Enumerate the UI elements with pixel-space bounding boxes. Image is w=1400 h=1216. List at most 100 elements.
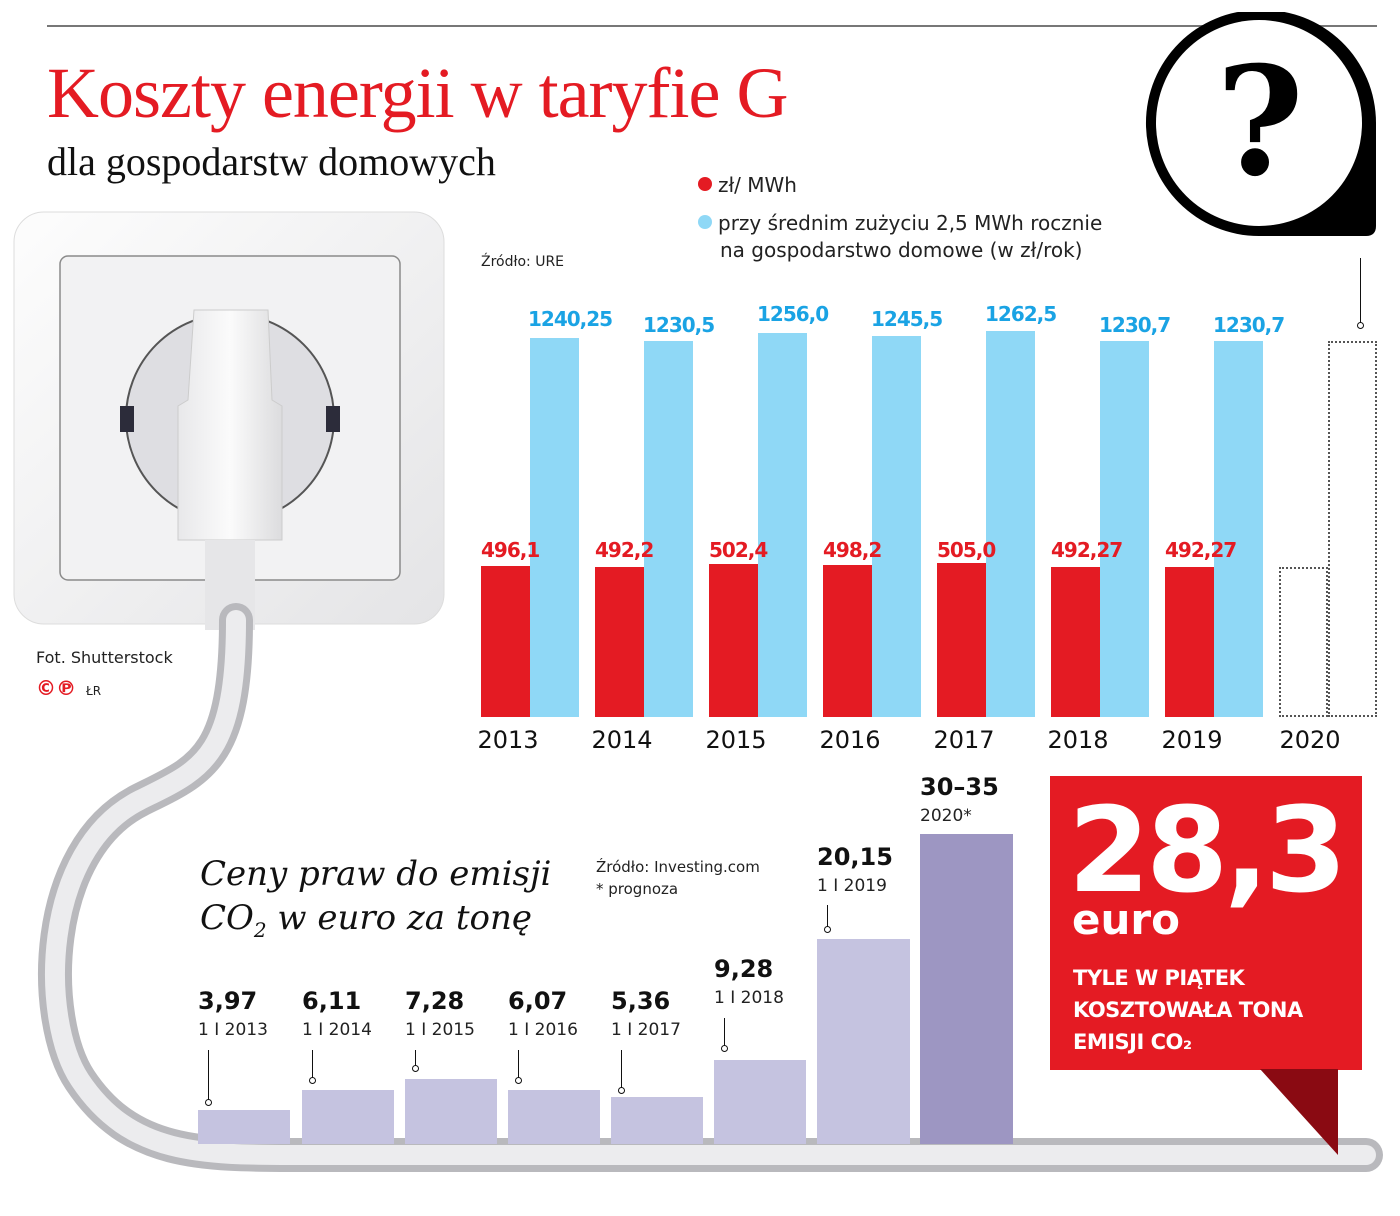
bar-blue-2017	[986, 331, 1035, 717]
page-subtitle: dla gospodarstw domowych	[47, 139, 496, 184]
top-rule	[47, 25, 1377, 27]
label-red-2019: 492,27	[1165, 538, 1237, 562]
co2-value-2013: 3,97	[198, 987, 258, 1015]
co2-value-2015: 7,28	[405, 987, 465, 1015]
co2-bar-2018	[714, 1060, 806, 1144]
callout-line1: TYLE W PIĄTEK	[1073, 966, 1245, 990]
co2-value-2014: 6,11	[302, 987, 362, 1015]
co2-pin-2018	[721, 1018, 728, 1052]
co2-pin-2013	[205, 1050, 212, 1106]
legend-item-blue: przy średnim zużyciu 2,5 MWh rocznie na …	[698, 210, 1102, 264]
label-red-2013: 496,1	[481, 538, 540, 562]
bar-blue-2020-placeholder	[1328, 341, 1377, 717]
question-pointer-line	[1360, 258, 1361, 324]
callout-unit: euro	[1072, 895, 1180, 944]
co2-value-2017: 5,36	[611, 987, 671, 1015]
label-blue-2015: 1256,0	[757, 302, 829, 326]
co2-bar-2013	[198, 1110, 290, 1144]
price-callout	[1050, 776, 1362, 1070]
co2-value-2018: 9,28	[714, 955, 774, 983]
question-pointer-dot	[1357, 322, 1364, 329]
label-blue-2019: 1230,7	[1213, 313, 1285, 337]
legend-label-blue-2: na gospodarstwo domowe (w zł/rok)	[720, 238, 1083, 262]
bar-blue-2013	[530, 338, 579, 717]
year-2019: 2019	[1161, 726, 1223, 754]
photo-credit: Fot. Shutterstock	[36, 648, 173, 667]
callout-pointer	[1260, 1069, 1338, 1155]
bar-blue-2016	[872, 336, 921, 717]
co2-bar-2015	[405, 1079, 497, 1144]
co2-date-2019: 1 I 2019	[817, 876, 887, 896]
bar-blue-2015	[758, 333, 807, 717]
legend-swatch-red	[698, 177, 712, 191]
year-2013: 2013	[477, 726, 539, 754]
copyright-marks: ©℗	[36, 676, 76, 700]
bar-red-2015	[709, 564, 758, 717]
co2-chart-title: Ceny praw do emisji CO2 w euro za tonę	[200, 852, 551, 952]
co2-pin-2016	[515, 1050, 522, 1084]
bar-red-2017	[937, 563, 986, 717]
co2-value-2019: 20,15	[817, 843, 893, 871]
co2-title-sub: 2	[253, 917, 267, 942]
label-red-2016: 498,2	[823, 538, 882, 562]
co2-date-2015: 1 I 2015	[405, 1020, 475, 1040]
bar-red-2018	[1051, 567, 1100, 717]
co2-date-2016: 1 I 2016	[508, 1020, 578, 1040]
co2-title-co: CO	[200, 898, 254, 938]
co2-bar-2017	[611, 1097, 703, 1144]
bar-red-2013	[481, 566, 530, 717]
socket-photo	[12, 210, 448, 630]
callout-description: TYLE W PIĄTEK KOSZTOWAŁA TONA EMISJI CO₂	[1073, 962, 1303, 1058]
year-2014: 2014	[591, 726, 653, 754]
legend-label-red: zł/ MWh	[718, 173, 797, 197]
year-2016: 2016	[819, 726, 881, 754]
co2-bar-2016	[508, 1090, 600, 1144]
label-red-2015: 502,4	[709, 538, 768, 562]
power-cord	[38, 603, 1383, 1172]
author-initials: ŁR	[86, 684, 102, 698]
co2-value-2016: 6,07	[508, 987, 568, 1015]
label-blue-2013: 1240,25	[528, 307, 613, 331]
question-mark: ?	[1216, 34, 1304, 210]
co2-date-2014: 1 I 2014	[302, 1020, 372, 1040]
co2-pin-2019	[824, 905, 831, 933]
bar-blue-2014	[644, 341, 693, 717]
label-blue-2017: 1262,5	[985, 302, 1057, 326]
legend-swatch-blue	[698, 215, 712, 229]
bar-red-2019	[1165, 567, 1214, 717]
co2-date-2017: 1 I 2017	[611, 1020, 681, 1040]
bar-red-2020-placeholder	[1279, 567, 1328, 717]
co2-date-2013: 1 I 2013	[198, 1020, 268, 1040]
callout-line2: KOSZTOWAŁA TONA	[1073, 998, 1303, 1022]
co2-title-rest: w euro za tonę	[266, 898, 533, 938]
page-title: Koszty energii w taryfie G	[47, 53, 788, 133]
label-red-2014: 492,2	[595, 538, 654, 562]
bar-red-2014	[595, 567, 644, 717]
co2-bar-2014	[302, 1090, 394, 1144]
label-red-2018: 492,27	[1051, 538, 1123, 562]
co2-pin-2015	[412, 1050, 419, 1072]
co2-date-2020: 2020*	[920, 806, 972, 826]
co2-pin-2017	[618, 1050, 625, 1094]
year-2017: 2017	[933, 726, 995, 754]
year-2015: 2015	[705, 726, 767, 754]
legend-label-blue-1: przy średnim zużyciu 2,5 MWh rocznie	[718, 211, 1103, 235]
bar-blue-2019	[1214, 341, 1263, 717]
callout-line3: EMISJI CO₂	[1073, 1030, 1192, 1054]
label-blue-2014: 1230,5	[643, 313, 715, 337]
energy-source: Źródło: URE	[481, 254, 565, 270]
label-red-2017: 505,0	[937, 538, 996, 562]
label-blue-2018: 1230,7	[1099, 313, 1171, 337]
bar-blue-2018	[1100, 341, 1149, 717]
label-blue-2016: 1245,5	[871, 307, 943, 331]
co2-value-2020: 30–35	[920, 773, 999, 801]
co2-bar-2020-forecast	[920, 834, 1013, 1144]
year-2020: 2020	[1279, 726, 1341, 754]
co2-bar-2019	[817, 939, 910, 1144]
co2-title-line1: Ceny praw do emisji	[200, 854, 552, 894]
legend-item-red: zł/ MWh	[698, 173, 797, 197]
question-bubble-icon: ?	[1140, 9, 1378, 242]
co2-note: * prognoza	[596, 880, 679, 898]
co2-source: Źródło: Investing.com	[596, 858, 760, 876]
co2-pin-2014	[309, 1050, 316, 1084]
